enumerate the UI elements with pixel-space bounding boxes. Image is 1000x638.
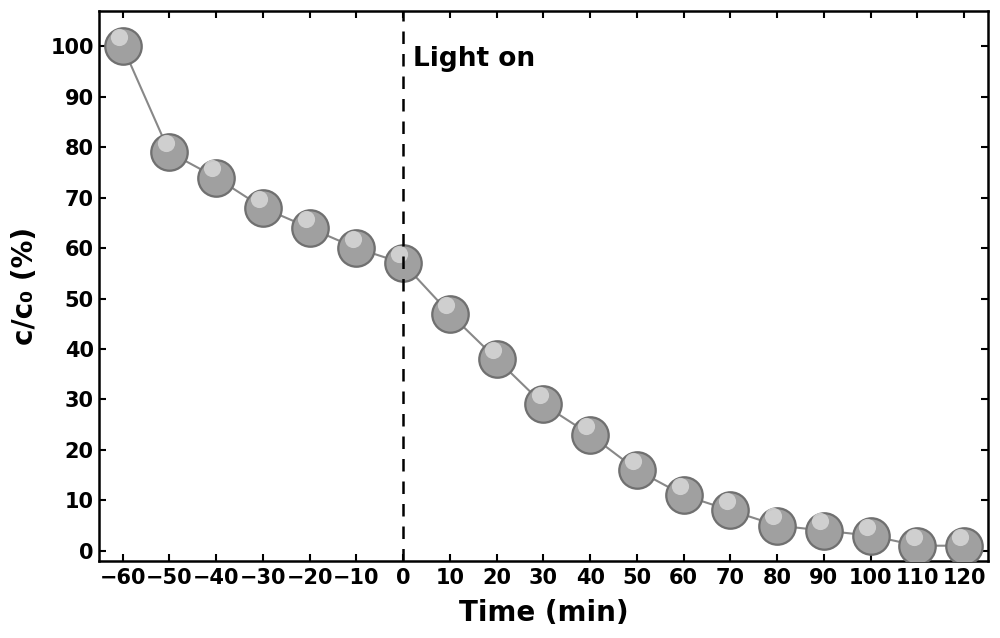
Point bbox=[765, 511, 781, 521]
Point bbox=[952, 531, 968, 542]
Point bbox=[722, 505, 738, 516]
Point bbox=[255, 203, 271, 213]
Y-axis label: c/c₀ (%): c/c₀ (%) bbox=[11, 227, 39, 345]
Point bbox=[348, 243, 364, 253]
Point bbox=[722, 505, 738, 516]
Point bbox=[298, 214, 314, 224]
Point bbox=[442, 309, 458, 319]
Point bbox=[255, 203, 271, 213]
Point bbox=[676, 490, 692, 500]
Point bbox=[863, 531, 879, 541]
Point bbox=[909, 540, 925, 551]
Point bbox=[442, 309, 458, 319]
Point bbox=[582, 429, 598, 440]
Point bbox=[906, 531, 922, 542]
Point bbox=[204, 163, 220, 174]
Point bbox=[582, 429, 598, 440]
Point bbox=[115, 41, 131, 52]
Point bbox=[629, 465, 645, 475]
Point bbox=[769, 521, 785, 531]
Point bbox=[345, 234, 361, 244]
Point bbox=[532, 390, 548, 401]
Point bbox=[769, 521, 785, 531]
Point bbox=[208, 172, 224, 182]
Point bbox=[161, 147, 177, 158]
Point bbox=[535, 399, 551, 410]
Text: Light on: Light on bbox=[413, 47, 535, 73]
Point bbox=[208, 172, 224, 182]
Point bbox=[302, 223, 318, 233]
Point bbox=[676, 490, 692, 500]
Point bbox=[302, 223, 318, 233]
Point bbox=[816, 526, 832, 536]
Point bbox=[161, 147, 177, 158]
Point bbox=[395, 258, 411, 269]
Point bbox=[578, 420, 594, 431]
Point bbox=[438, 299, 454, 309]
Point bbox=[395, 258, 411, 269]
Point bbox=[535, 399, 551, 410]
Point bbox=[909, 540, 925, 551]
Point bbox=[111, 33, 127, 43]
Point bbox=[956, 540, 972, 551]
Point bbox=[672, 481, 688, 491]
Point bbox=[489, 354, 505, 364]
Point bbox=[956, 540, 972, 551]
Point bbox=[719, 496, 735, 507]
Point bbox=[251, 193, 267, 204]
Point bbox=[816, 526, 832, 536]
Point bbox=[391, 249, 407, 259]
Point bbox=[812, 516, 828, 526]
Point bbox=[115, 41, 131, 52]
Point bbox=[485, 345, 501, 355]
Point bbox=[348, 243, 364, 253]
Point bbox=[625, 456, 641, 466]
Point bbox=[629, 465, 645, 475]
Point bbox=[859, 521, 875, 531]
Point bbox=[489, 354, 505, 364]
X-axis label: Time (min): Time (min) bbox=[459, 599, 628, 627]
Point bbox=[158, 138, 174, 149]
Point bbox=[863, 531, 879, 541]
